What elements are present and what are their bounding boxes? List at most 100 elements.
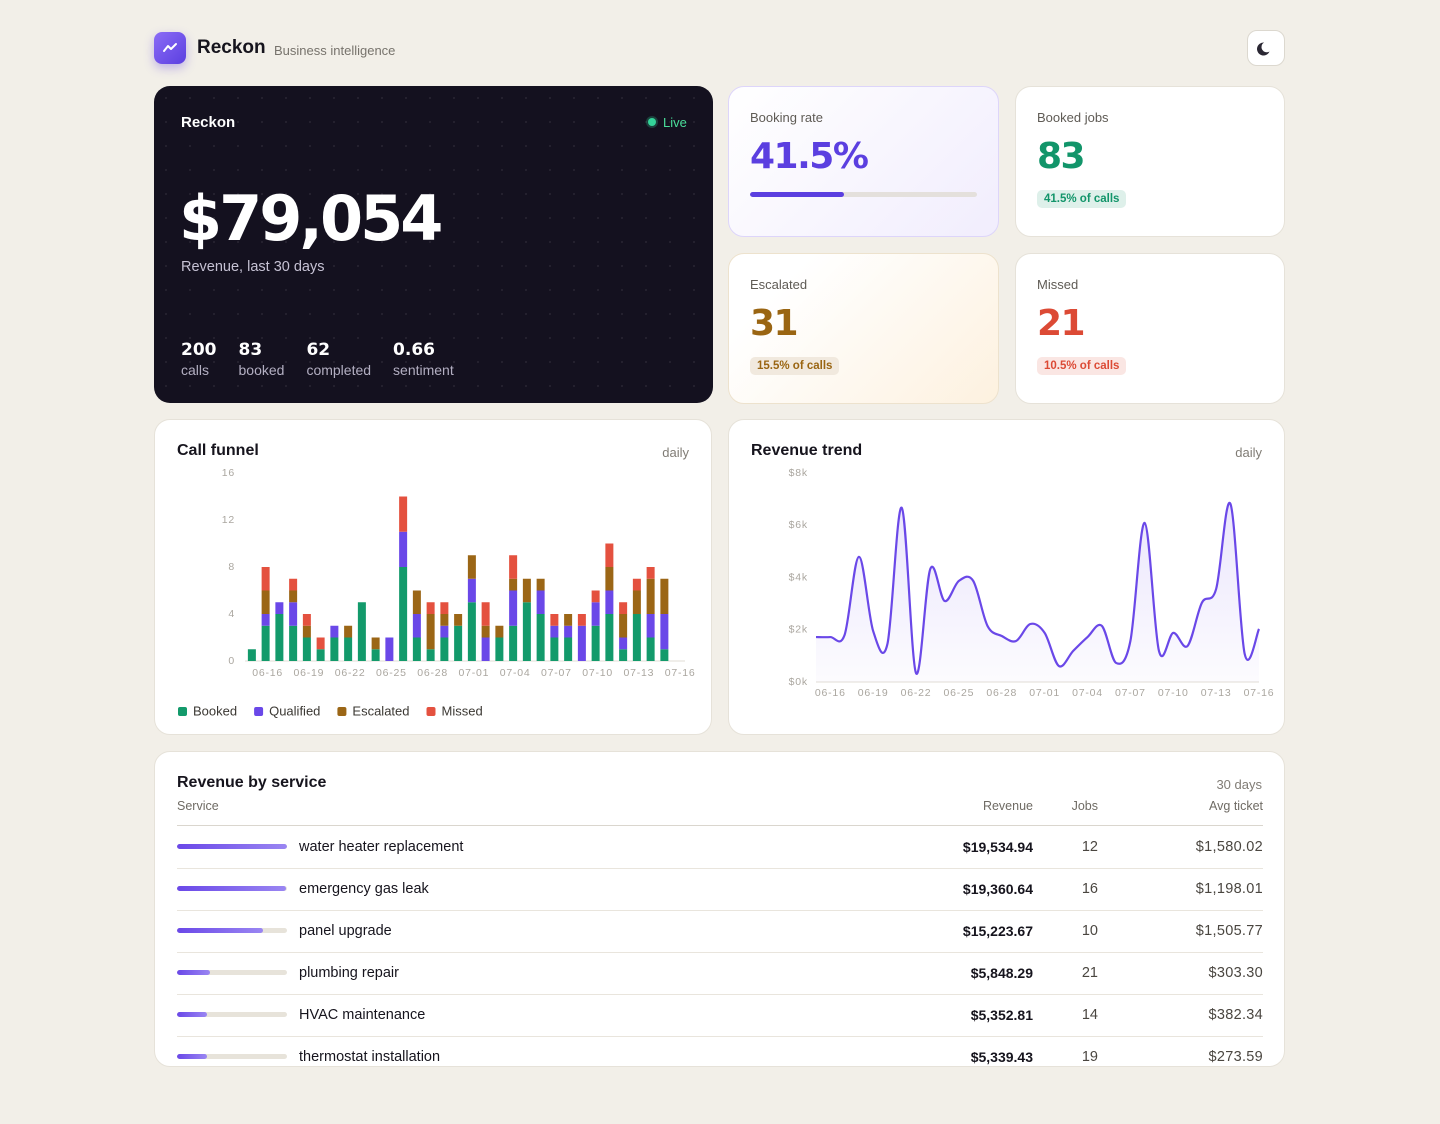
bar-segment	[591, 602, 600, 626]
kpi-card: Escalated 31 15.5% of calls	[728, 253, 999, 404]
hero-caption: Revenue, last 30 days	[181, 259, 325, 275]
x-tick-label: 07-10	[582, 667, 613, 679]
revenue-bar-track	[177, 844, 287, 849]
hero-stat: 200 calls	[181, 340, 217, 378]
hero-value: $79,054	[179, 182, 443, 255]
bar-segment	[467, 555, 476, 579]
revenue: $5,339.43	[970, 1049, 1033, 1065]
bar-segment	[550, 625, 559, 638]
bar-segment	[316, 637, 325, 650]
bar-segment	[261, 590, 270, 614]
bar-segment	[426, 614, 435, 650]
bar-segment	[577, 614, 586, 626]
chart: $0k $2k $4k $6k $8k 06-16 06-19 06-22 06-25 06-28…	[789, 467, 1274, 699]
revenue-bar	[177, 970, 210, 975]
tagline: Business intelligence	[274, 43, 396, 58]
bar-segment	[399, 531, 408, 567]
table-title: Revenue by service	[177, 774, 327, 791]
kpi-note: 10.5% of calls	[1037, 357, 1127, 375]
bar-segment	[330, 625, 339, 638]
hero-stat: 0.66 sentiment	[393, 340, 454, 378]
hero-card: Reckon Live $79,054 Revenue, last 30 day…	[154, 86, 713, 403]
x-tick-label: 06-28	[986, 687, 1017, 699]
bar-segment	[371, 649, 380, 661]
bar-segment	[247, 649, 256, 661]
x-tick-label: 06-16	[815, 687, 846, 699]
kpi-label: Booking rate	[750, 110, 823, 125]
column-header: Jobs	[1071, 799, 1098, 813]
bar-segment	[646, 578, 655, 614]
legend-label: Booked	[193, 703, 237, 718]
bar-segment	[426, 649, 435, 661]
y-tick-label: $2k	[789, 624, 808, 636]
stat-label: booked	[238, 362, 285, 378]
legend-swatch	[337, 707, 347, 716]
avg-ticket: $273.59	[1208, 1049, 1263, 1065]
revenue-bar-track	[177, 970, 287, 975]
kpi-label: Missed	[1037, 277, 1079, 292]
service-name: thermostat installation	[299, 1049, 441, 1065]
jobs: 21	[1081, 965, 1098, 981]
kpi-value: 21	[1037, 303, 1086, 344]
bar-segment	[619, 637, 628, 650]
bar-segment	[646, 637, 655, 661]
hero-stats: 200 calls 83 booked 62 completed 0.66 sentiment	[181, 340, 454, 378]
bar-segment	[467, 578, 476, 603]
jobs: 14	[1081, 1007, 1098, 1023]
bar-segment	[536, 578, 545, 591]
bar-segment	[261, 625, 270, 661]
bar-segment	[412, 590, 421, 614]
logo	[154, 32, 186, 64]
x-tick-label: 07-01	[458, 667, 489, 679]
bar-segment	[536, 614, 545, 661]
live-dot	[648, 118, 656, 126]
legend-label: Qualified	[269, 703, 320, 718]
service-name: water heater replacement	[299, 839, 464, 855]
stat-value: 200	[181, 340, 217, 360]
service-name: panel upgrade	[299, 923, 392, 939]
kpi-label: Escalated	[750, 277, 808, 292]
revenue-bar-track	[177, 1054, 287, 1059]
bar-segment	[509, 578, 518, 591]
y-tick-label: 4	[228, 608, 235, 620]
bar-segment	[330, 637, 339, 661]
x-tick-label: 07-13	[1201, 687, 1232, 699]
y-tick-label: $4k	[789, 571, 808, 583]
kpi-card: Booked jobs 83 41.5% of calls	[1015, 86, 1285, 237]
bar-segment	[440, 637, 449, 661]
bar-segment	[564, 625, 573, 638]
revenue-bar-track	[177, 928, 287, 933]
revenue-bar-track	[177, 886, 287, 891]
x-tick-label: 07-07	[541, 667, 572, 679]
x-tick-label: 07-10	[1158, 687, 1189, 699]
bar-segment	[632, 614, 641, 661]
bar-segment	[660, 614, 669, 650]
bar-segment	[275, 614, 284, 661]
stat-value: 62	[306, 340, 331, 360]
bar-segment	[289, 602, 298, 626]
y-tick-label: 16	[222, 467, 235, 479]
table-row: HVAC maintenance $5,352.81 14 $382.34	[177, 994, 1263, 1037]
x-tick-label: 07-13	[623, 667, 654, 679]
stat-label: calls	[181, 362, 210, 378]
revenue: $5,848.29	[970, 965, 1033, 981]
bar-segment	[632, 590, 641, 614]
revenue-bar-track	[177, 1012, 287, 1017]
avg-ticket: $1,505.77	[1195, 923, 1263, 939]
bar-segment	[605, 590, 614, 614]
theme-toggle[interactable]	[1247, 30, 1285, 66]
avg-ticket: $303.30	[1208, 965, 1263, 981]
bar-segment	[385, 637, 394, 661]
x-tick-label: 06-16	[252, 667, 283, 679]
kpi-value: 41.5%	[750, 136, 869, 177]
bar-segment	[550, 637, 559, 661]
kpi-label: Booked jobs	[1037, 110, 1109, 125]
kpi-value: 31	[750, 303, 799, 344]
revenue-bar	[177, 844, 287, 849]
legend-swatch	[178, 707, 187, 716]
avg-ticket: $382.34	[1208, 1007, 1263, 1023]
service-name: emergency gas leak	[299, 881, 429, 897]
service-name: plumbing repair	[299, 965, 399, 981]
y-tick-label: $6k	[789, 519, 808, 531]
table-row: emergency gas leak $19,360.64 16 $1,198.01	[177, 868, 1263, 911]
